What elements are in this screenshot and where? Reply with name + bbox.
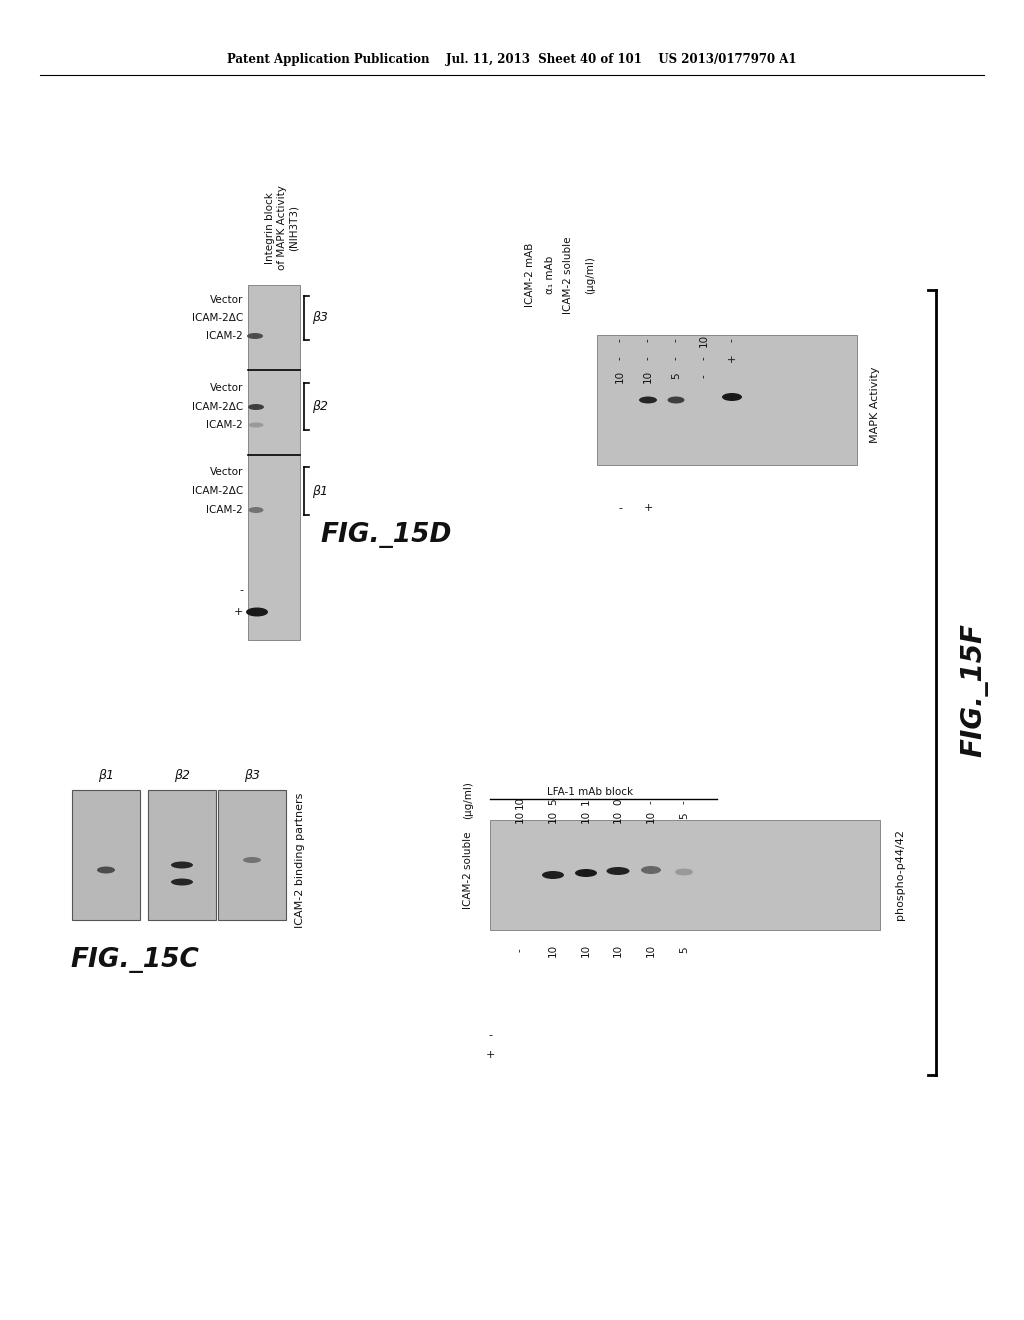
Text: 10: 10 <box>613 809 623 822</box>
Text: 10: 10 <box>581 944 591 957</box>
Ellipse shape <box>97 866 115 874</box>
Text: ICAM-2 binding partners: ICAM-2 binding partners <box>295 792 305 928</box>
Text: 10: 10 <box>615 370 625 383</box>
Text: 10: 10 <box>515 796 525 809</box>
Ellipse shape <box>675 869 693 875</box>
Bar <box>148 789 216 920</box>
Text: -: - <box>679 800 689 804</box>
Text: 0: 0 <box>613 799 623 805</box>
Ellipse shape <box>641 866 662 874</box>
Text: -: - <box>643 338 653 342</box>
Text: -: - <box>239 585 243 595</box>
Text: 5: 5 <box>679 813 689 820</box>
Bar <box>490 820 880 931</box>
Text: -: - <box>646 800 656 804</box>
Ellipse shape <box>249 507 263 513</box>
Text: ICAM-2ΔC: ICAM-2ΔC <box>191 403 243 412</box>
Text: FIG._15C: FIG._15C <box>71 946 200 973</box>
Text: ICAM-2ΔC: ICAM-2ΔC <box>191 313 243 323</box>
Ellipse shape <box>639 396 657 404</box>
Text: Patent Application Publication    Jul. 11, 2013  Sheet 40 of 101    US 2013/0177: Patent Application Publication Jul. 11, … <box>227 54 797 66</box>
Text: ICAM-2 soluble: ICAM-2 soluble <box>463 832 473 908</box>
Text: β3: β3 <box>312 312 328 325</box>
Text: -: - <box>615 338 625 342</box>
Text: (μg/ml): (μg/ml) <box>463 781 473 818</box>
Text: ICAM-2: ICAM-2 <box>206 506 243 515</box>
Text: -: - <box>699 356 709 360</box>
Text: -: - <box>618 503 622 513</box>
Bar <box>248 285 300 640</box>
Text: -: - <box>643 356 653 360</box>
Text: -: - <box>488 1030 492 1040</box>
Text: 5: 5 <box>671 372 681 379</box>
Bar <box>72 789 140 920</box>
Text: β2: β2 <box>312 400 328 413</box>
Ellipse shape <box>722 393 742 401</box>
Ellipse shape <box>575 869 597 876</box>
Text: -: - <box>615 356 625 360</box>
Text: 10: 10 <box>699 334 709 347</box>
Text: FIG._15F: FIG._15F <box>961 623 988 756</box>
Text: +: + <box>485 1049 495 1060</box>
Text: +: + <box>233 607 243 616</box>
Bar <box>218 789 286 920</box>
Text: FIG._15D: FIG._15D <box>319 521 452 548</box>
Ellipse shape <box>249 422 263 428</box>
Bar <box>597 335 857 465</box>
Ellipse shape <box>606 867 630 875</box>
Text: 5: 5 <box>679 946 689 953</box>
Text: 10: 10 <box>548 944 558 957</box>
Text: +: + <box>643 503 652 513</box>
Text: α₁ mAb: α₁ mAb <box>545 256 555 294</box>
Text: β2: β2 <box>174 770 190 781</box>
Ellipse shape <box>246 607 268 616</box>
Text: 1: 1 <box>581 799 591 805</box>
Text: β1: β1 <box>312 484 328 498</box>
Text: LFA-1 mAb block: LFA-1 mAb block <box>547 787 633 797</box>
Text: -: - <box>515 948 525 952</box>
Text: Vector: Vector <box>210 294 243 305</box>
Ellipse shape <box>171 879 193 886</box>
Ellipse shape <box>171 862 193 869</box>
Text: 10: 10 <box>643 370 653 383</box>
Text: ICAM-2: ICAM-2 <box>206 420 243 430</box>
Text: Vector: Vector <box>210 383 243 393</box>
Text: -: - <box>699 374 709 378</box>
Text: ICAM-2 mAB: ICAM-2 mAB <box>525 243 535 308</box>
Text: ICAM-2: ICAM-2 <box>206 331 243 341</box>
Text: 5: 5 <box>548 799 558 805</box>
Text: +: + <box>727 354 737 362</box>
Text: MAPK Activity: MAPK Activity <box>870 367 880 444</box>
Ellipse shape <box>247 333 263 339</box>
Ellipse shape <box>243 857 261 863</box>
Text: -: - <box>727 338 737 342</box>
Text: ICAM-2ΔC: ICAM-2ΔC <box>191 486 243 496</box>
Text: 10: 10 <box>646 809 656 822</box>
Ellipse shape <box>248 404 264 411</box>
Text: 10: 10 <box>581 809 591 822</box>
Text: 10: 10 <box>646 944 656 957</box>
Text: -: - <box>671 356 681 360</box>
Text: 10: 10 <box>548 809 558 822</box>
Text: (μg/ml): (μg/ml) <box>585 256 595 294</box>
Ellipse shape <box>668 396 684 404</box>
Text: 10: 10 <box>515 809 525 822</box>
Text: Integrin block
of MAPK Activity
(NIH3T3): Integrin block of MAPK Activity (NIH3T3) <box>265 185 299 271</box>
Ellipse shape <box>542 871 564 879</box>
Text: 10: 10 <box>613 944 623 957</box>
Text: Vector: Vector <box>210 467 243 477</box>
Text: -: - <box>671 338 681 342</box>
Text: β3: β3 <box>244 770 260 781</box>
Text: ICAM-2 soluble: ICAM-2 soluble <box>563 236 573 314</box>
Text: phospho-p44/42: phospho-p44/42 <box>895 829 905 920</box>
Text: β1: β1 <box>98 770 114 781</box>
